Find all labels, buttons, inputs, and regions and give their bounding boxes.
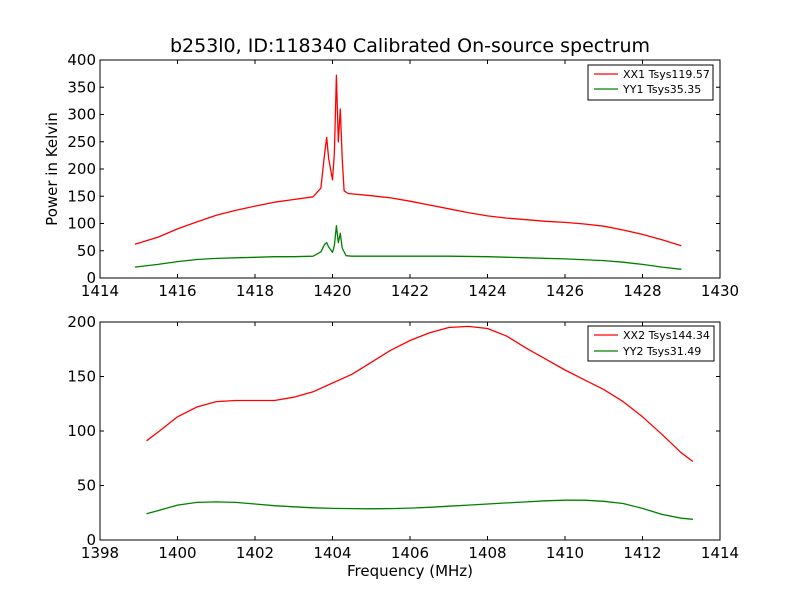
top-x-tick-label: 1414 bbox=[81, 282, 119, 300]
bottom-y-tick-label: 100 bbox=[67, 422, 96, 440]
bottom-x-tick-label: 1400 bbox=[158, 544, 196, 562]
top-chart-legend: XX1 Tsys119.57 YY1 Tsys35.35 bbox=[587, 64, 714, 101]
bottom-y-tick-label: 0 bbox=[86, 531, 96, 549]
top-x-tick-label: 1426 bbox=[546, 282, 584, 300]
bottom-x-tick-label: 1404 bbox=[313, 544, 351, 562]
bottom-x-tick-label: 1414 bbox=[701, 544, 739, 562]
top-y-tick-label: 150 bbox=[67, 187, 96, 205]
top-y-tick-label: 200 bbox=[67, 160, 96, 178]
top-series-line-2 bbox=[134, 225, 682, 270]
top-y-tick-label: 350 bbox=[67, 78, 96, 96]
top-legend-label-yy1: YY1 Tsys35.35 bbox=[622, 83, 701, 96]
top-y-tick-label: 300 bbox=[67, 106, 96, 124]
bottom-chart-plot-area: 1398 1400 1402 1404 1406 1408 1410 1412 1414 0 50 1… bbox=[67, 313, 739, 562]
bottom-series-line-1 bbox=[146, 325, 694, 463]
top-x-tick-label: 1428 bbox=[623, 282, 661, 300]
bottom-y-tick-label: 50 bbox=[77, 477, 96, 495]
top-x-tick-label: 1418 bbox=[236, 282, 274, 300]
bottom-y-tick-label: 150 bbox=[67, 368, 96, 386]
top-legend-box bbox=[587, 64, 714, 101]
bottom-x-tick-label: 1402 bbox=[236, 544, 274, 562]
bottom-x-tick-label: 1408 bbox=[468, 544, 506, 562]
top-x-tick-label: 1420 bbox=[313, 282, 351, 300]
top-y-tick-label: 50 bbox=[77, 242, 96, 260]
bottom-x-tick-label: 1406 bbox=[391, 544, 429, 562]
top-y-tick-label: 0 bbox=[86, 269, 96, 287]
top-x-tick-label: 1430 bbox=[701, 282, 739, 300]
bottom-x-tick-label: 1398 bbox=[81, 544, 119, 562]
top-x-tick-label: 1422 bbox=[391, 282, 429, 300]
top-series-line-1 bbox=[134, 74, 682, 247]
bottom-legend-label-yy2: YY2 Tsys31.49 bbox=[622, 345, 701, 358]
top-chart-title: b253l0, ID:118340 Calibrated On-source s… bbox=[170, 35, 650, 57]
bottom-x-tick-label: 1410 bbox=[546, 544, 584, 562]
top-chart: b253l0, ID:118340 Calibrated On-source s… bbox=[43, 35, 739, 300]
bottom-chart: Frequency (MHz) 1398 1400 1402 1404 1406 1408… bbox=[67, 313, 739, 580]
top-y-tick-label: 250 bbox=[67, 133, 96, 151]
top-x-tick-label: 1424 bbox=[468, 282, 506, 300]
bottom-legend-label-xx2: XX2 Tsys144.34 bbox=[623, 329, 710, 342]
top-y-tick-label: 100 bbox=[67, 215, 96, 233]
bottom-y-tick-label: 200 bbox=[67, 313, 96, 331]
bottom-chart-legend: XX2 Tsys144.34 YY2 Tsys31.49 bbox=[587, 325, 715, 362]
bottom-series-line-2 bbox=[146, 499, 693, 520]
bottom-legend-box bbox=[587, 325, 715, 362]
top-x-tick-label: 1416 bbox=[158, 282, 196, 300]
bottom-chart-x-axis-label: Frequency (MHz) bbox=[347, 562, 473, 580]
top-chart-plot-area: 1414 1416 1418 1420 1422 1424 1426 1428 1430 0 50 1… bbox=[67, 51, 739, 300]
top-chart-y-axis-label: Power in Kelvin bbox=[43, 112, 61, 226]
top-y-tick-label: 400 bbox=[67, 51, 96, 69]
bottom-x-tick-label: 1412 bbox=[623, 544, 661, 562]
top-legend-label-xx1: XX1 Tsys119.57 bbox=[623, 68, 710, 81]
